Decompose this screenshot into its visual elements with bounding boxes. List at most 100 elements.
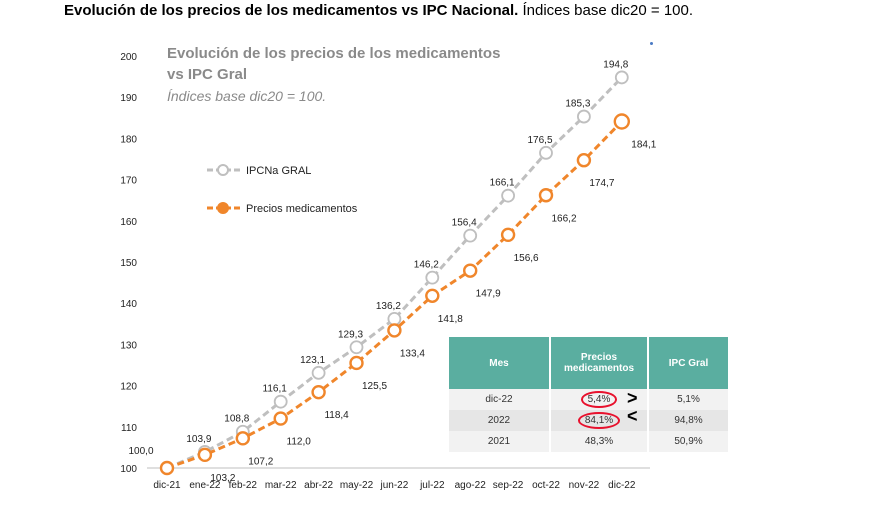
med-point (311, 384, 326, 400)
cell-mes: 2021 (449, 431, 551, 452)
ipc-point (577, 109, 591, 124)
header-precios: Precios medicamentos (550, 337, 649, 389)
ipc-point (614, 70, 629, 85)
y-tick-label: 110 (121, 423, 137, 434)
cell-mes: 2022 (449, 410, 551, 431)
ipc-point (349, 340, 364, 355)
headline: Evolución de los precios de los medicame… (64, 2, 693, 19)
ipc-data-label: 123,1 (300, 355, 325, 366)
y-tick-label: 130 (120, 340, 137, 351)
ipc-point (539, 145, 553, 160)
med-point (159, 460, 175, 476)
header-mes: Mes (449, 337, 551, 389)
med-data-label: 107,2 (248, 456, 273, 467)
headline-rest: Índices base dic20 = 100. (518, 2, 694, 19)
summary-table: Mes Precios medicamentos IPC Gral dic-22… (449, 337, 728, 452)
ipc-data-label: 103,9 (186, 434, 211, 445)
highlight-circle: 84,1% (577, 412, 621, 429)
ipc-data-label: 116,1 (263, 384, 288, 395)
ipc-data-label: 108,8 (224, 414, 249, 425)
med-data-label: 166,2 (551, 213, 576, 224)
med-data-label: 103,2 (210, 473, 235, 484)
chart-subtitle: Índices base dic20 = 100. (167, 88, 326, 104)
headline-bold: Evolución de los precios de los medicame… (64, 2, 519, 19)
x-tick-label: sep-22 (493, 480, 524, 491)
med-point (538, 188, 554, 203)
x-tick-label: ago-22 (455, 480, 487, 491)
med-data-label: 174,7 (589, 178, 614, 189)
ipc-data-label: 166,1 (490, 178, 515, 189)
cell-precios: 48,3% (550, 431, 649, 452)
legend-med-label: Precios medicamentos (246, 203, 358, 215)
series-lines (159, 70, 630, 476)
med-data-label: 118,4 (324, 410, 349, 421)
legend-med-marker (217, 202, 229, 214)
x-tick-label: oct-22 (532, 480, 560, 491)
y-tick-label: 140 (120, 299, 137, 310)
cell-precios: 5,4% (550, 389, 649, 410)
table-row: 2022 84,1% 94,8% (449, 410, 728, 431)
x-tick-label: abr-22 (304, 480, 333, 491)
med-data-label: 133,4 (400, 348, 425, 359)
chart-title-line1: Evolución de los precios de los medicame… (167, 45, 500, 62)
med-point (500, 227, 516, 243)
x-tick-label: may-22 (340, 480, 374, 491)
ipc-point (463, 228, 478, 243)
axes: 100 110 120 130 140 150 160 170 180 190 200 dic-21 e… (120, 52, 650, 491)
ipc-point (311, 365, 326, 380)
med-data-label: 141,8 (438, 314, 463, 325)
ipc-data-label: 129,3 (338, 329, 363, 340)
med-point (613, 113, 630, 130)
comparator-greater: > (627, 388, 638, 408)
med-point (235, 431, 251, 446)
ipc-point (501, 188, 516, 203)
ipc-data-label: 146,2 (414, 260, 439, 271)
med-data-label: 156,6 (514, 253, 539, 264)
ipc-data-label: 194,8 (603, 59, 628, 70)
x-tick-label: mar-22 (265, 480, 297, 491)
ipc-data-label: 176,5 (527, 135, 552, 146)
ipc-data-label: 156,4 (452, 218, 477, 229)
table-row: dic-22 5,4% 5,1% (449, 389, 728, 410)
y-tick-label: 150 (120, 258, 137, 269)
med-data-label: 147,9 (476, 289, 501, 300)
cell-ipc: 50,9% (648, 431, 728, 452)
med-data-label: 112,0 (287, 437, 312, 448)
ipc-point (387, 311, 402, 326)
med-point (273, 411, 288, 426)
ipc-data-label: 185,3 (565, 99, 590, 110)
legend: IPCNa GRAL Precios medicamentos (207, 164, 358, 215)
cell-mes: dic-22 (449, 389, 551, 410)
decorative-dot (650, 42, 653, 45)
cell-precios: 84,1% (550, 410, 649, 431)
y-tick-label: 180 (120, 134, 137, 145)
cell-ipc: 5,1% (648, 389, 728, 410)
table-row: 2021 48,3% 50,9% (449, 431, 728, 452)
y-tick-label: 120 (120, 382, 137, 393)
data-labels: 100,0 103,9 108,8 116,1 123,1 129,3 136,2 146,2… (128, 59, 656, 483)
med-point (349, 355, 364, 371)
comparator-less: < (627, 406, 638, 426)
x-tick-label: jun-22 (379, 480, 408, 491)
ipc-point (273, 394, 288, 409)
header-ipc: IPC Gral (648, 337, 728, 389)
y-tick-label: 200 (120, 52, 137, 63)
x-tick-label: feb-22 (229, 480, 258, 491)
highlight-circle: 5,4% (580, 391, 618, 408)
y-tick-label: 160 (120, 217, 137, 228)
ipc-data-label: 100,0 (128, 446, 153, 457)
med-data-label: 125,5 (362, 381, 387, 392)
med-data-label: 184,1 (631, 140, 656, 151)
med-point (463, 263, 478, 278)
legend-ipc-marker (217, 164, 229, 176)
med-point (576, 153, 592, 168)
cell-ipc: 94,8% (648, 410, 728, 431)
ipc-point (425, 270, 440, 285)
y-tick-label: 190 (120, 93, 137, 104)
med-point (425, 288, 440, 303)
legend-ipc-label: IPCNa GRAL (246, 165, 311, 177)
chart-title-line2: vs IPC Gral (167, 66, 247, 83)
x-tick-label: jul-22 (419, 480, 445, 491)
ipc-data-label: 136,2 (376, 301, 401, 312)
